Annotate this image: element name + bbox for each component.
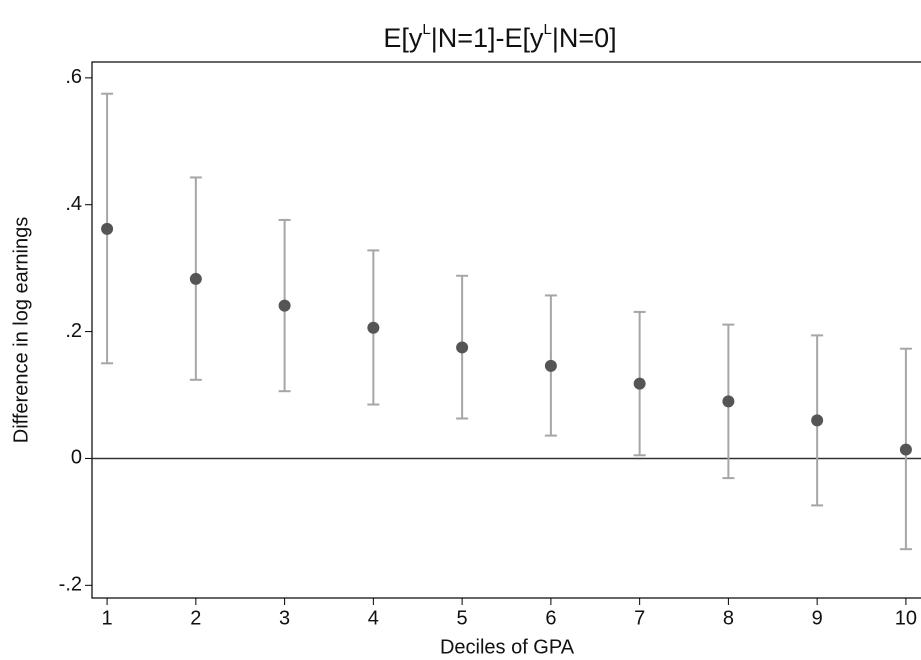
y-tick-label: 0: [71, 447, 82, 469]
y-tick-label: .2: [65, 320, 82, 342]
x-tick-label: 9: [812, 607, 823, 629]
point: [811, 414, 824, 427]
point: [899, 443, 912, 456]
point: [101, 222, 114, 235]
x-tick-label: 5: [457, 607, 468, 629]
y-axis-label: Difference in log earnings: [10, 217, 32, 443]
chart-title: E[yL|N=1]-E[yL|N=0]: [383, 21, 616, 53]
point: [722, 395, 735, 408]
title-part: |N=1]-E[y: [431, 23, 544, 53]
plot-frame: [91, 61, 921, 599]
x-tick-label: 10: [895, 607, 917, 629]
point: [544, 359, 557, 372]
y-tick-label: .4: [65, 193, 82, 215]
point: [633, 377, 646, 390]
x-tick-label: 8: [723, 607, 734, 629]
point: [367, 321, 380, 334]
x-tick-label: 2: [190, 607, 201, 629]
point: [456, 341, 469, 354]
y-tick-label: -.2: [59, 574, 82, 596]
x-axis-label: Deciles of GPA: [440, 636, 575, 658]
x-tick-label: 1: [102, 607, 113, 629]
title-part: L: [422, 21, 430, 38]
x-tick-label: 4: [368, 607, 379, 629]
y-tick-label: .6: [65, 66, 82, 88]
title-part: |N=0]: [552, 23, 617, 53]
title-part: L: [544, 21, 552, 38]
x-tick-label: 3: [279, 607, 290, 629]
title-part: E[y: [383, 23, 423, 53]
point: [278, 299, 291, 312]
point: [189, 272, 202, 285]
x-tick-label: 7: [634, 607, 645, 629]
x-tick-label: 6: [545, 607, 556, 629]
